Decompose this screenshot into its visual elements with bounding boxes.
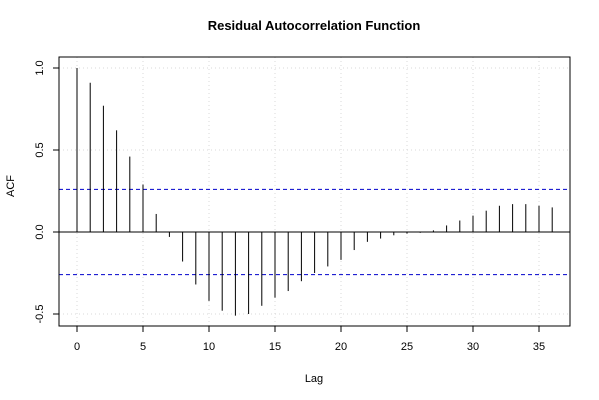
- x-axis: 0 5 10 15 20 25 30 35: [74, 325, 545, 353]
- acf-bars: [76, 68, 553, 316]
- x-axis-label: Lag: [305, 373, 323, 385]
- chart-title: Residual Autocorrelation Function: [208, 18, 421, 33]
- y-axis-label: ACF: [5, 175, 17, 197]
- x-tick-label: 25: [401, 341, 413, 353]
- plot-frame: [58, 56, 571, 327]
- y-tick-label: 1.0: [34, 60, 46, 75]
- confidence-bounds: [59, 188, 570, 276]
- x-tick-label: 5: [140, 341, 146, 353]
- y-axis: -0.5 0.0 0.5 1.0: [34, 60, 60, 324]
- x-tick-label: 20: [335, 341, 347, 353]
- y-tick-label: -0.5: [34, 305, 46, 324]
- x-tick-label: 35: [533, 341, 545, 353]
- x-tick-label: 15: [269, 341, 281, 353]
- grid-lines: [59, 57, 570, 326]
- x-tick-label: 0: [74, 341, 80, 353]
- x-tick-label: 30: [467, 341, 479, 353]
- y-tick-label: 0.0: [34, 224, 46, 239]
- y-tick-label: 0.5: [34, 142, 46, 157]
- x-tick-label: 10: [203, 341, 215, 353]
